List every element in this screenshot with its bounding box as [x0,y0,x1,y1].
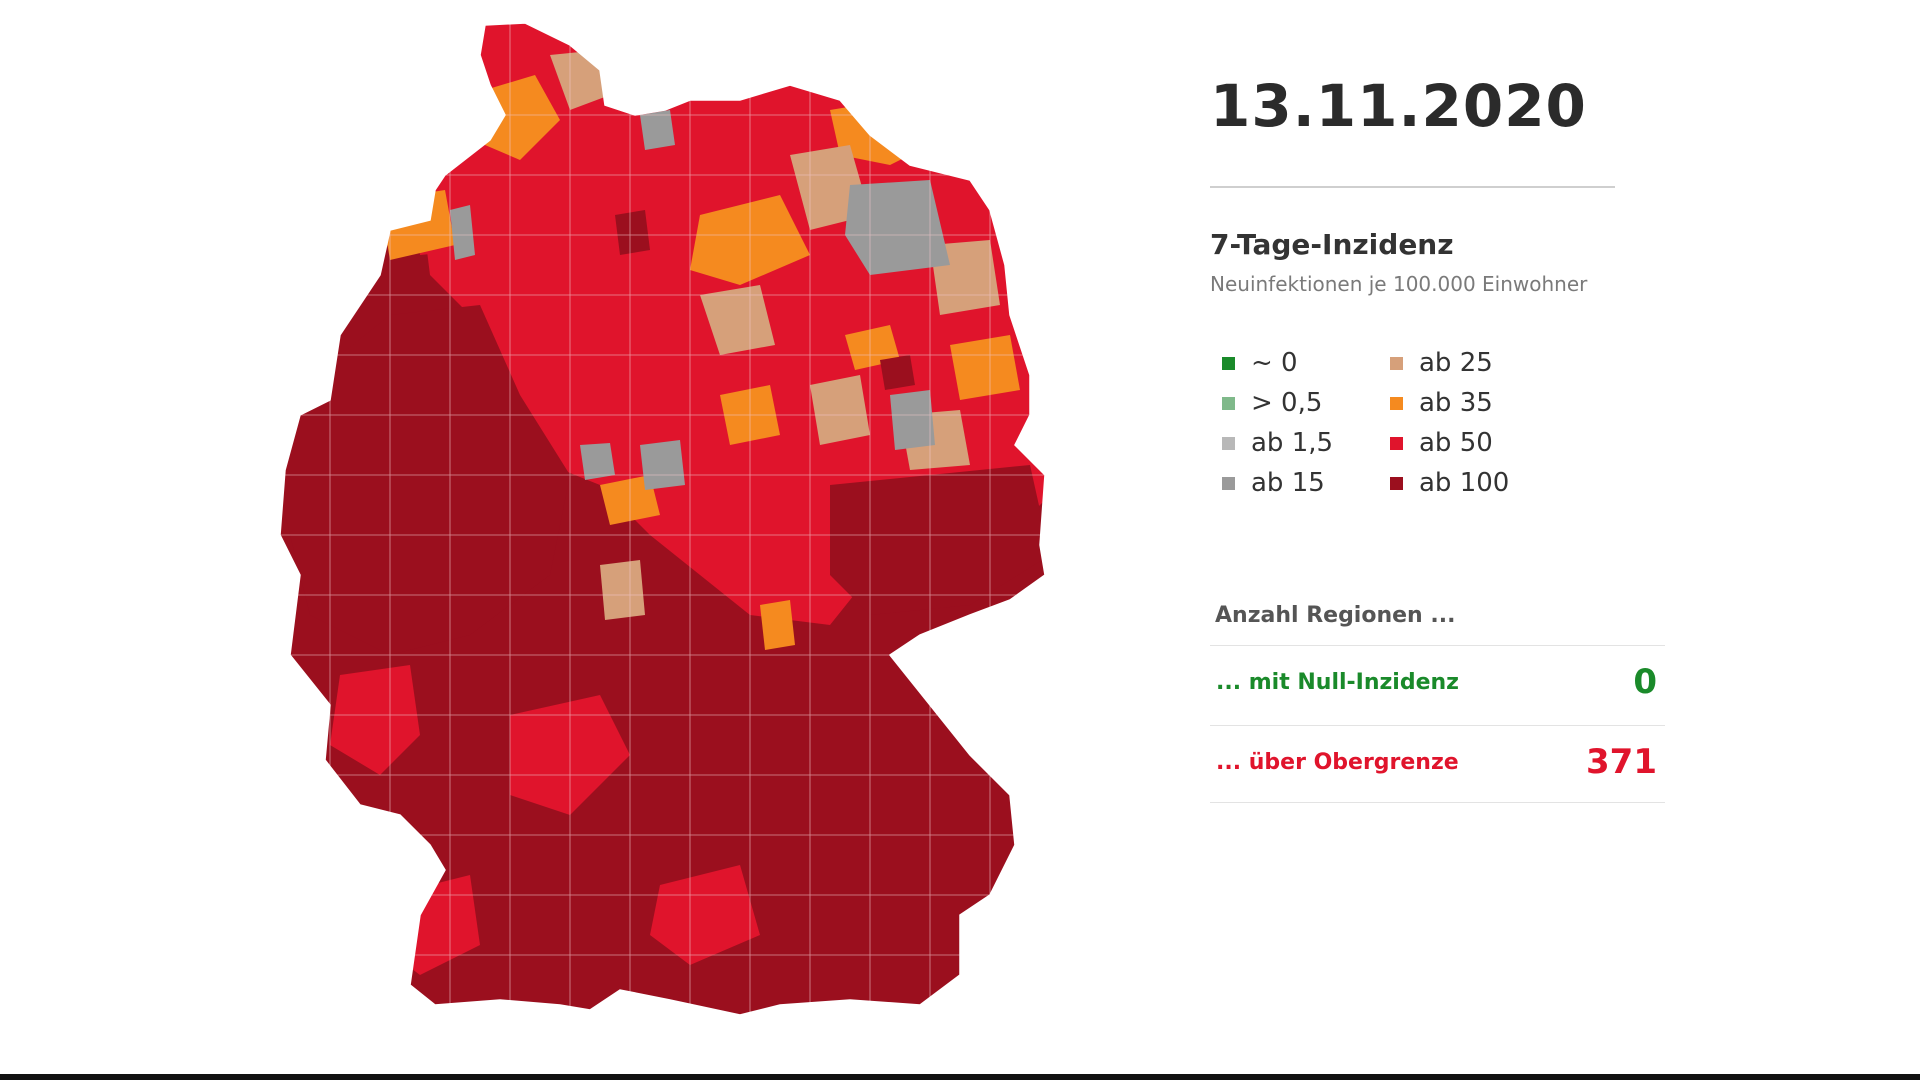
region-gray-4 [890,390,935,450]
bottom-bar [0,1074,1920,1080]
legend-item: ab 1,5 [1222,425,1333,461]
legend-swatch [1390,476,1403,490]
legend-label: ab 50 [1419,428,1493,458]
null-incidence-row: ... mit Null-Inzidenz 0 [1210,645,1665,724]
over-limit-label: ... über Obergrenze [1216,750,1459,775]
legend-item: ~ 0 [1222,345,1298,381]
region-red-south-3 [650,865,760,965]
legend-item: > 0,5 [1222,385,1322,421]
legend-label: ab 15 [1251,468,1325,498]
null-incidence-value: 0 [1633,662,1657,702]
region-high-east [830,465,1045,615]
region-tan-7 [600,560,645,620]
legend-title: 7-Tage-Inzidenz [1210,228,1454,261]
legend-swatch [1390,356,1403,370]
region-tan-3 [700,285,775,355]
legend-label: ab 100 [1419,468,1510,498]
legend-label: ab 1,5 [1251,428,1334,458]
legend-item: ab 25 [1390,345,1493,381]
region-red-south-1 [330,665,420,775]
legend-label: ~ 0 [1251,348,1298,378]
legend-label: ab 35 [1419,388,1493,418]
legend-swatch [1222,396,1235,410]
region-count-heading: Anzahl Regionen ... [1215,603,1456,628]
null-incidence-label: ... mit Null-Inzidenz [1216,670,1459,695]
region-gray-2 [640,110,675,150]
region-tan-5 [810,375,870,445]
over-limit-value: 371 [1586,742,1657,782]
date-title: 13.11.2020 [1210,72,1587,140]
legend-item: ab 100 [1390,465,1509,501]
legend-item: ab 35 [1390,385,1493,421]
germany-incidence-map [279,22,1046,1016]
region-orange-8 [760,600,795,650]
region-high-city-2 [880,355,915,390]
legend-label: ab 25 [1419,348,1493,378]
title-divider [1210,186,1615,188]
region-gray-1 [845,180,950,275]
legend-item: ab 15 [1222,465,1325,501]
legend-label: > 0,5 [1251,388,1323,418]
region-orange-1 [485,75,560,160]
table-bottom-divider [1210,802,1665,803]
region-gray-5 [640,440,685,490]
over-limit-row: ... über Obergrenze 371 [1210,725,1665,804]
legend-swatch [1222,356,1235,370]
country-outline [279,22,1046,1016]
region-orange-5 [950,335,1020,400]
legend-subtitle: Neuinfektionen je 100.000 Einwohner [1210,272,1588,296]
region-gray-6 [580,443,615,480]
legend-swatch [1222,476,1235,490]
legend-item: ab 50 [1390,425,1493,461]
legend-swatch [1390,396,1403,410]
region-gray-3 [450,205,475,260]
legend-swatch [1222,436,1235,450]
region-orange-9 [845,325,900,370]
region-high-west [280,305,570,655]
region-high-city-1 [615,210,650,255]
legend-swatch [1390,436,1403,450]
